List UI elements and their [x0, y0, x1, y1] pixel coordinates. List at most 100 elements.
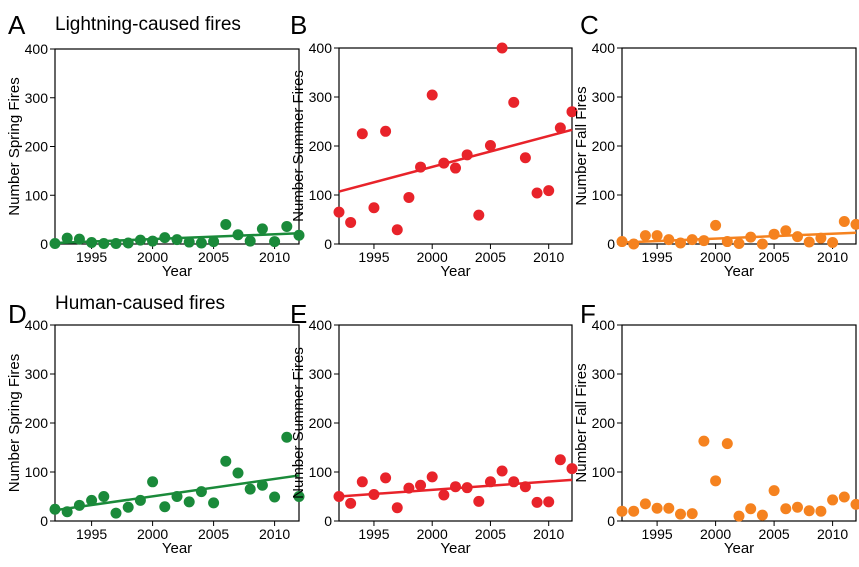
panel-e-data-point — [345, 498, 356, 509]
panel-c-data-point — [792, 231, 803, 242]
panel-b-ytick-label: 100 — [309, 187, 333, 203]
panel-f-data-point — [710, 475, 721, 486]
panel-c-data-point — [687, 234, 698, 245]
panel-c-ytick-label: 400 — [592, 40, 616, 56]
panel-d-data-point — [184, 496, 195, 507]
panel-b-ytick-label: 300 — [309, 89, 333, 105]
panel-c-xlabel: Year — [724, 263, 754, 280]
panel-f-data-point — [757, 510, 768, 521]
panel-a-data-point — [74, 234, 85, 245]
panel-c-data-point — [851, 219, 859, 230]
panel-a-ylabel: Number Spring Fires — [6, 77, 23, 215]
panel-c-data-point — [722, 236, 733, 247]
panel-e-data-point — [357, 476, 368, 487]
panel-c-ylabel: Number Fall Fires — [573, 86, 590, 205]
panel-a-ytick-label: 200 — [25, 139, 49, 155]
panel-d-ytick-label: 400 — [25, 317, 49, 333]
panel-b-ytick-label: 400 — [309, 40, 333, 56]
panel-b-data-point — [368, 202, 379, 213]
panel-e-ytick-label: 300 — [309, 366, 333, 382]
panel-c-data-point — [769, 229, 780, 240]
panel-f-ytick-label: 0 — [607, 513, 615, 529]
panel-e-data-point — [380, 472, 391, 483]
panel-d-data-point — [123, 502, 134, 513]
panel-a-data-point — [123, 238, 134, 249]
panel-f-data-point — [640, 498, 651, 509]
panel-a-label: A — [8, 10, 26, 40]
panel-d-ytick-label: 200 — [25, 415, 49, 431]
panel-e-xlabel: Year — [440, 540, 470, 557]
panel-b-data-point — [392, 224, 403, 235]
panel-b-trend-line — [339, 130, 572, 192]
panel-b-xtick-label: 2005 — [475, 249, 506, 265]
panel-b-data-point — [508, 97, 519, 108]
panel-f-data-point — [769, 485, 780, 496]
panel-a-xtick-label: 2010 — [259, 249, 290, 265]
panel-d-data-point — [196, 486, 207, 497]
panel-a-data-point — [208, 236, 219, 247]
panel-e-data-point — [532, 497, 543, 508]
panel-f-ytick-label: 400 — [592, 317, 616, 333]
panel-e-data-point — [368, 489, 379, 500]
panel-a-data-point — [135, 235, 146, 246]
panel-c-data-point — [617, 236, 628, 247]
panel-e-data-point — [497, 466, 508, 477]
panel-a-xlabel: Year — [162, 263, 192, 280]
panel-a-data-point — [269, 236, 280, 247]
panel-e-data-point — [427, 471, 438, 482]
panel-f-ytick-label: 100 — [592, 464, 616, 480]
panel-f-data-point — [698, 436, 709, 447]
panel-c-data-point — [804, 237, 815, 248]
panel-a-ytick-label: 0 — [40, 236, 48, 252]
panel-e-data-point — [334, 491, 345, 502]
panel-c-xtick-label: 2005 — [759, 249, 790, 265]
panel-c-ytick-label: 0 — [607, 236, 615, 252]
panel-a-xtick-label: 2005 — [198, 249, 229, 265]
panel-e-data-point — [555, 454, 566, 465]
panel-d-data-point — [147, 476, 158, 487]
panel-b-data-point — [380, 126, 391, 137]
panel-d-data-point — [245, 484, 256, 495]
panel-a-data-point — [147, 236, 158, 247]
panel-b-data-point — [403, 192, 414, 203]
panel-c-ytick-label: 200 — [592, 138, 616, 154]
panel-d-data-point — [50, 504, 61, 515]
panel-e-data-point — [473, 496, 484, 507]
panel-c-label: C — [580, 10, 599, 40]
panel-c-data-point — [663, 234, 674, 245]
panel-f-data-point — [722, 438, 733, 449]
panel-b-data-point — [485, 140, 496, 151]
panel-b-frame — [339, 48, 572, 244]
panel-d-data-point — [74, 500, 85, 511]
panel-e-data-point — [438, 490, 449, 501]
panel-d-xtick-label: 1995 — [76, 526, 107, 542]
panel-f-data-point — [687, 508, 698, 519]
panel-a-data-point — [62, 233, 73, 244]
panel-e-ytick-label: 100 — [309, 464, 333, 480]
panel-f-data-point — [827, 494, 838, 505]
panel-b-ytick-label: 200 — [309, 138, 333, 154]
panel-e-data-point — [450, 481, 461, 492]
panel-d-data-point — [111, 508, 122, 519]
panel-d-data-point — [269, 491, 280, 502]
panel-f-xtick-label: 2005 — [759, 526, 790, 542]
panel-d-xtick-label: 2010 — [259, 526, 290, 542]
panel-f-data-point — [663, 503, 674, 514]
panel-c-data-point — [675, 238, 686, 249]
panel-d-ytick-label: 100 — [25, 464, 49, 480]
panel-f-data-point — [617, 506, 628, 517]
panel-b-data-point — [334, 207, 345, 218]
panel-f-frame — [622, 325, 856, 521]
panel-c-data-point — [757, 239, 768, 250]
panel-d-data-point — [233, 467, 244, 478]
panel-f-data-point — [628, 506, 639, 517]
panel-c-data-point — [652, 230, 663, 241]
panel-b-label: B — [290, 10, 307, 40]
panel-c-ytick-label: 100 — [592, 187, 616, 203]
panel-f-data-point — [652, 503, 663, 514]
panel-b-data-point — [462, 149, 473, 160]
panel-f-ytick-label: 200 — [592, 415, 616, 431]
panel-f-data-point — [675, 509, 686, 520]
